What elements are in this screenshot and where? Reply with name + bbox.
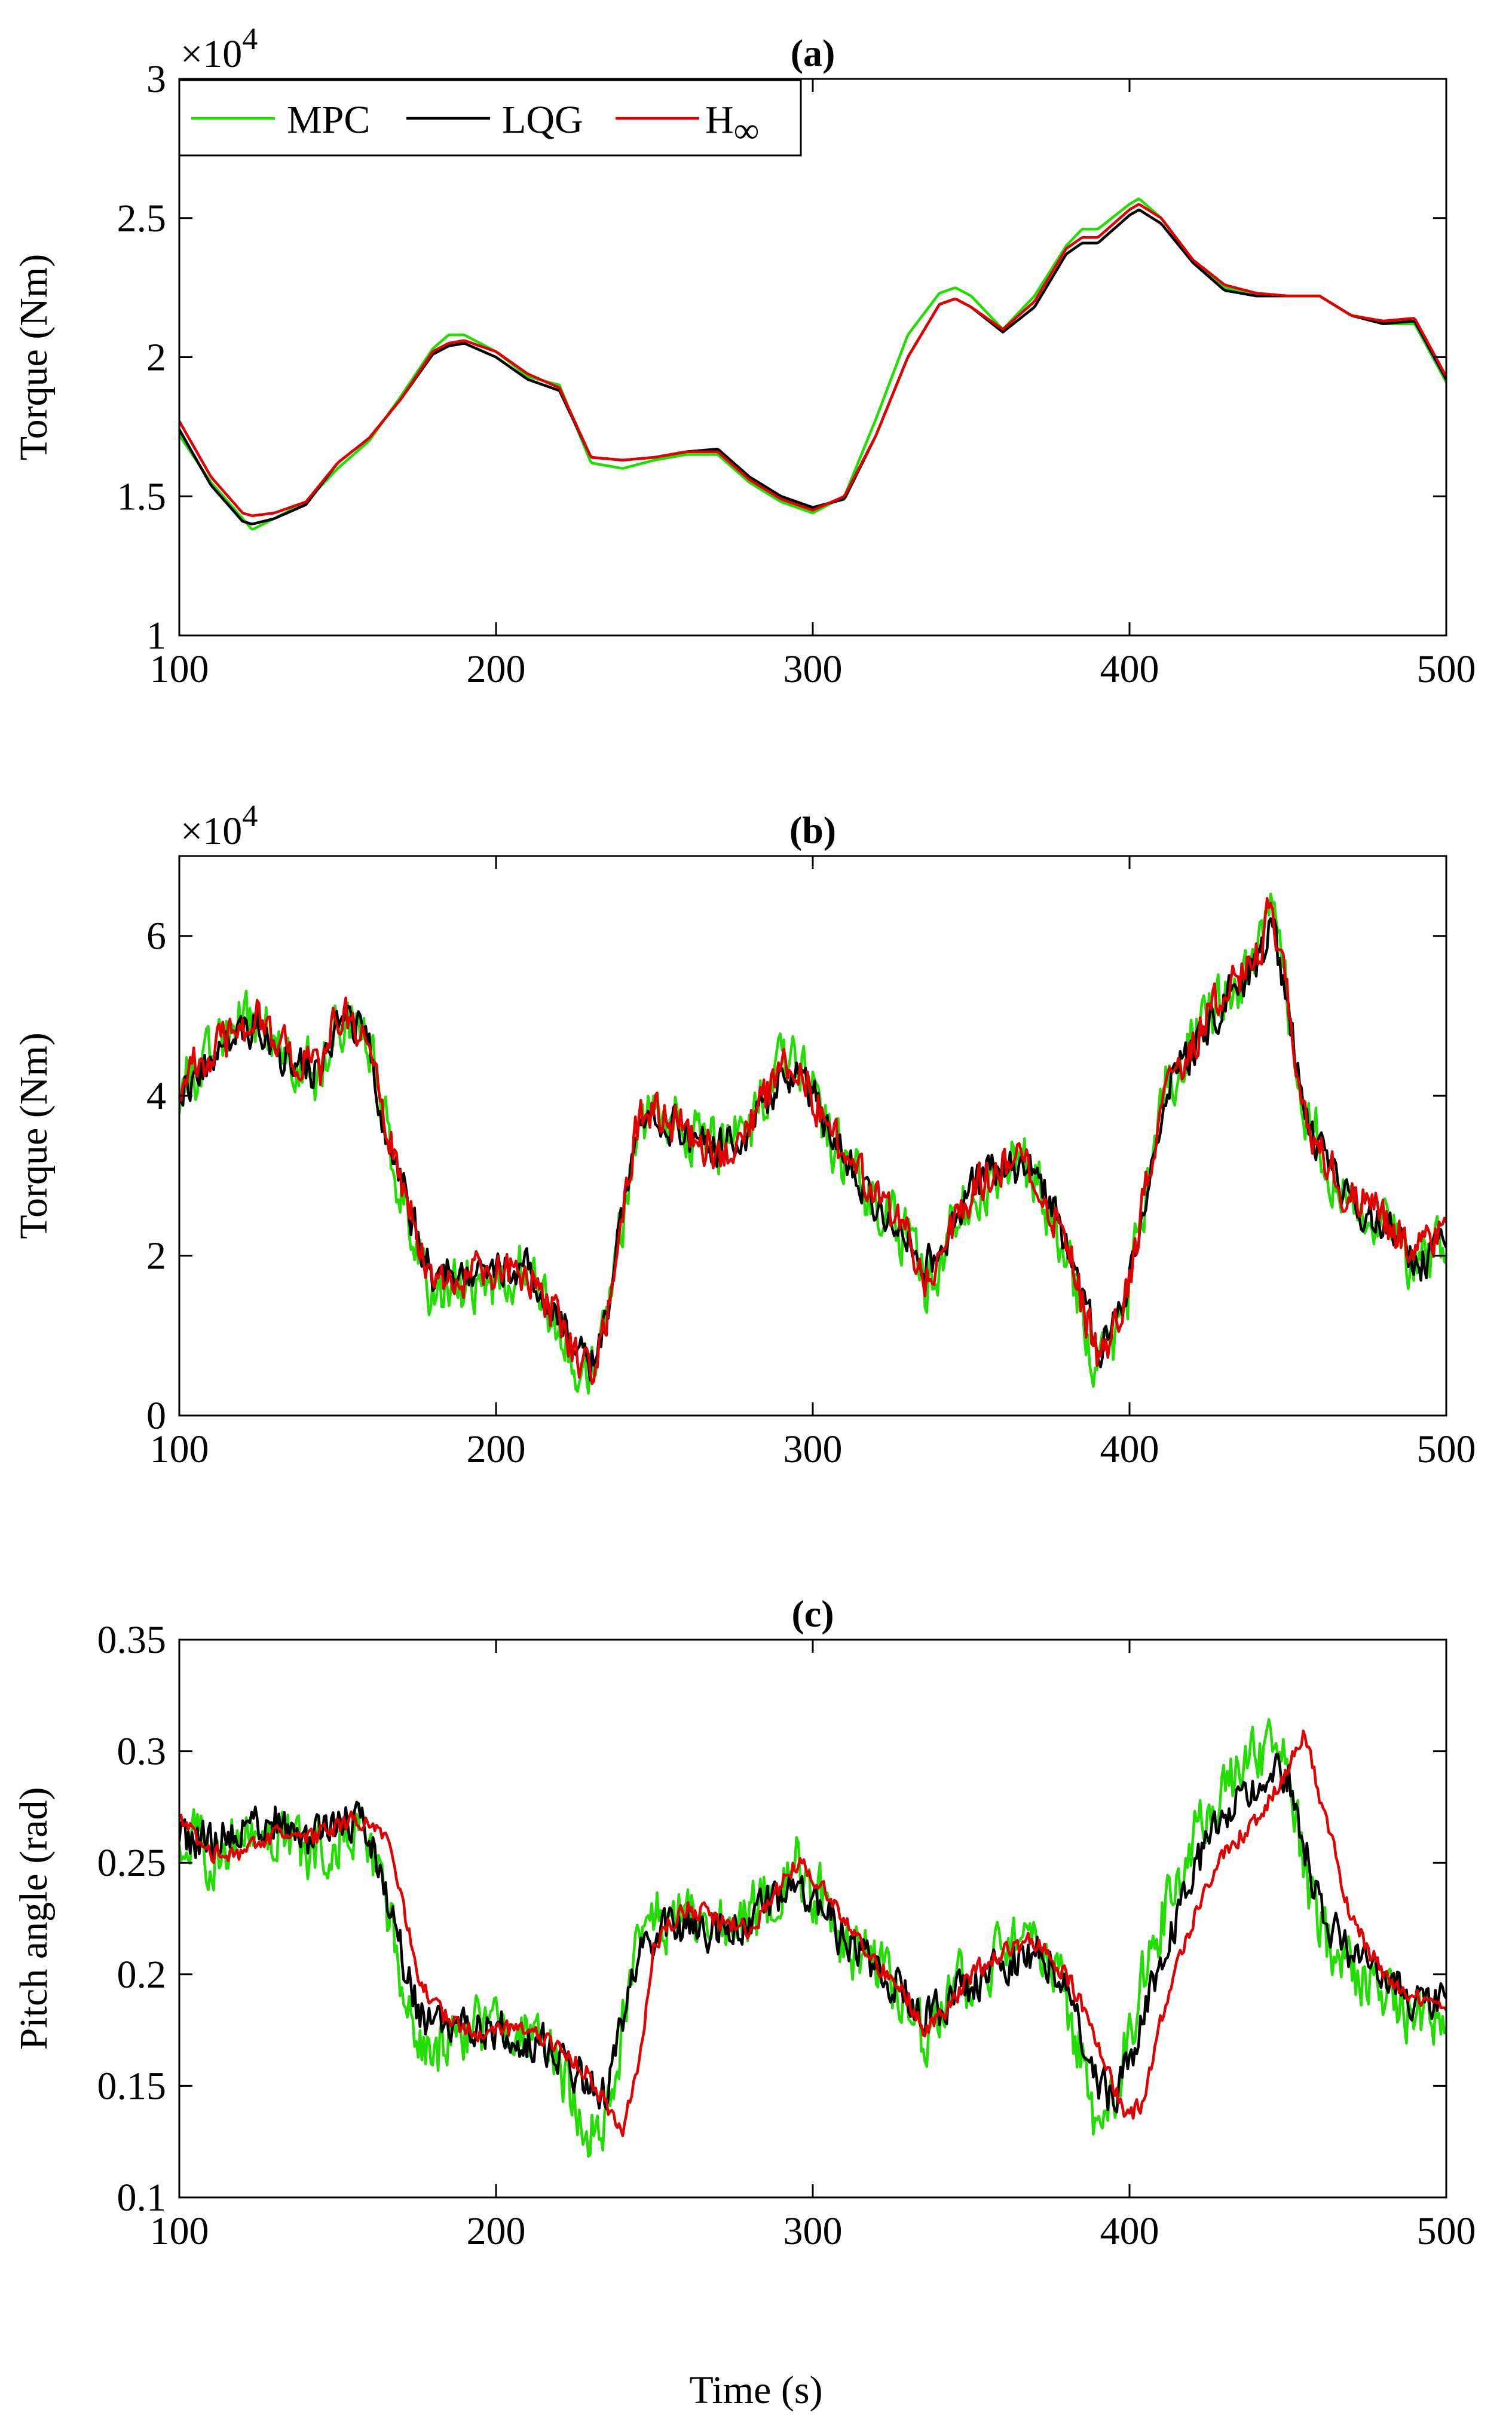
y-tick-label: 0 (146, 1394, 166, 1438)
x-tick-label: 400 (1100, 2209, 1159, 2253)
panel-title: (b) (789, 809, 836, 851)
y-tick-label: 0.35 (97, 1618, 167, 1662)
y-exponent-label: ×104 (180, 799, 258, 853)
x-tick-label: 500 (1417, 1427, 1476, 1471)
x-tick-label: 500 (1417, 647, 1476, 691)
y-tick-label: 0.1 (117, 2176, 167, 2220)
y-exponent-base: ×10 (180, 32, 242, 76)
panel-title: (c) (791, 1592, 834, 1635)
series-line-hinf (179, 1729, 1446, 2138)
series-line-mpc (179, 197, 1446, 531)
x-tick-label: 100 (150, 2209, 209, 2253)
y-tick-label: 2.5 (117, 197, 167, 240)
series-group (179, 892, 1446, 1395)
series-line-mpc (179, 1718, 1446, 2158)
y-tick-label: 1.5 (117, 475, 167, 518)
y-exponent-power: 4 (242, 22, 258, 56)
series-group (179, 1718, 1446, 2158)
x-tick-label: 100 (150, 1427, 209, 1471)
y-tick-label: 4 (146, 1074, 166, 1118)
plot-frame (178, 855, 1447, 1417)
series-line-hinf (179, 897, 1446, 1386)
panel-title: (a) (791, 32, 835, 74)
x-tick-label: 300 (783, 647, 843, 691)
x-tick-label: 500 (1417, 2209, 1476, 2253)
x-tick-label: 400 (1100, 1427, 1159, 1471)
y-exponent-base: ×10 (180, 809, 242, 853)
y-axis-label: Torque (Nm) (12, 1032, 56, 1239)
y-tick-label: 0.3 (117, 1730, 167, 1774)
y-tick-label: 2 (146, 336, 166, 380)
y-tick-label: 0.2 (117, 1953, 167, 1997)
legend-label-hinf: H∞ (705, 98, 759, 150)
legend: MPC LQG H∞ (178, 79, 802, 157)
panel-a: 100 200 300 400 500 1 1.5 2 2.5 3 (a) Torque (Nm) ×1… (12, 22, 1476, 691)
plot-frame (178, 78, 1447, 637)
series-line-hinf (179, 203, 1446, 517)
legend-label-hinf-subscript: ∞ (734, 111, 760, 150)
y-tick-label: 2 (146, 1234, 166, 1278)
panel-c: 100 200 300 400 500 0.1 0.15 0.2 0.25 0.3 0.35 (c) P… (12, 1592, 1476, 2253)
x-tick-label: 100 (150, 647, 209, 691)
legend-label-mpc: MPC (287, 98, 370, 142)
y-exponent-label: ×104 (180, 22, 258, 76)
x-axis-label: Time (s) (689, 2368, 822, 2412)
legend-label-lqg: LQG (502, 98, 583, 142)
x-tick-label: 200 (467, 2209, 526, 2253)
y-tick-label: 3 (146, 57, 166, 101)
series-line-lqg (179, 1753, 1446, 2114)
series-line-lqg (179, 917, 1446, 1382)
x-tick-label: 400 (1100, 647, 1159, 691)
series-group (179, 197, 1446, 531)
y-axis-label: Torque (Nm) (12, 254, 56, 460)
y-tick-label: 0.25 (97, 1841, 167, 1885)
y-axis-label: Pitch angle (rad) (12, 1787, 56, 2050)
y-exponent-power: 4 (242, 799, 258, 833)
y-tick-label: 1 (146, 614, 166, 658)
x-tick-label: 200 (467, 647, 526, 691)
y-tick-label: 0.15 (97, 2064, 167, 2108)
x-tick-label: 200 (467, 1427, 526, 1471)
x-tick-label: 300 (783, 2209, 843, 2253)
y-tick-label: 6 (146, 915, 166, 958)
x-tick-label: 300 (783, 1427, 843, 1471)
legend-label-hinf-base: H (705, 98, 734, 142)
series-line-lqg (179, 208, 1446, 525)
